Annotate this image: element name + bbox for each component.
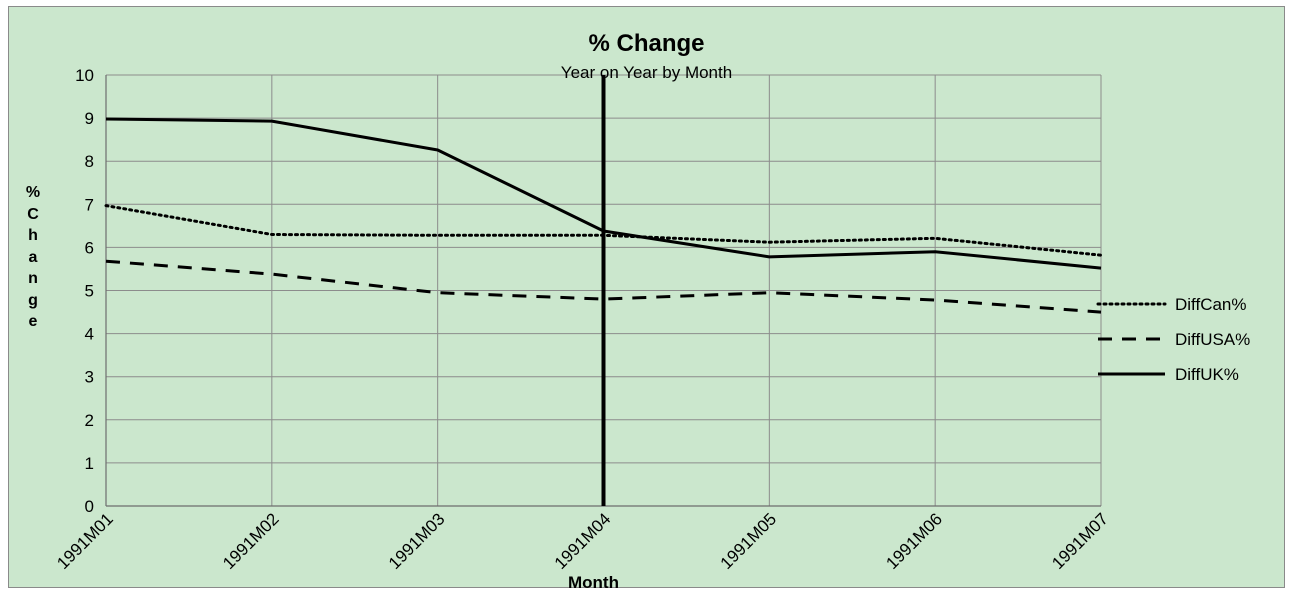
x-tick-label: 1991M04 (551, 509, 615, 573)
y-tick-label: 6 (85, 238, 94, 257)
y-tick-label: 0 (85, 497, 94, 516)
legend-label: DiffUK% (1175, 365, 1239, 384)
chart-title: % Change (588, 30, 705, 57)
y-tick-label: 4 (85, 325, 94, 344)
x-tick-label: 1991M05 (717, 509, 781, 573)
y-tick-label: 8 (85, 152, 94, 171)
series-lines (104, 117, 1103, 314)
x-tick-label: 1991M07 (1048, 509, 1112, 573)
y-tick-label: 2 (85, 411, 94, 430)
x-tick-label: 1991M01 (53, 509, 117, 573)
y-tick-label: 3 (85, 368, 94, 387)
y-tick-labels: 0 1 2 3 4 5 6 7 8 9 10 (75, 66, 94, 516)
series-line-diffuk (105, 117, 1102, 270)
y-tick-label: 10 (75, 66, 94, 85)
legend-label: DiffCan% (1175, 295, 1247, 314)
y-axis-label: % Change (25, 184, 41, 330)
y-tick-label: 5 (85, 282, 94, 301)
y-tick-label: 1 (85, 454, 94, 473)
y-tick-label: 9 (85, 109, 94, 128)
series-line-diffcan (104, 204, 1103, 257)
x-tick-label: 1991M06 (882, 509, 946, 573)
legend-label: DiffUSA% (1175, 330, 1250, 349)
x-tick-label: 1991M03 (385, 509, 449, 573)
chart-area (8, 6, 1285, 588)
chart-subtitle: Year on Year by Month (560, 63, 733, 82)
legend: DiffCan% DiffUSA% DiffUK% (1096, 295, 1250, 384)
x-tick-labels: 1991M01 1991M02 1991M03 1991M04 1991M05 1991M… (53, 509, 1112, 573)
y-tick-label: 7 (85, 195, 94, 214)
x-tick-label: 1991M02 (219, 509, 283, 573)
x-axis-label: Month (568, 573, 619, 592)
